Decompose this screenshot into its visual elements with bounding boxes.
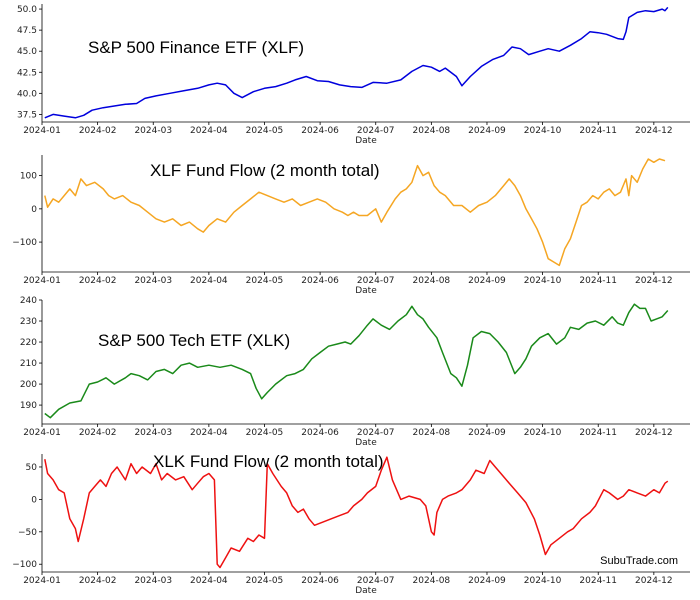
xlf-price-x-tick-label: 2024-07 xyxy=(357,126,395,136)
xlf-price-x-tick-label: 2024-12 xyxy=(635,126,673,136)
xlk-flow-x-tick-label: 2024-01 xyxy=(23,576,61,586)
xlf-flow-x-tick-label: 2024-11 xyxy=(579,276,617,286)
xlk-flow-x-tick-label: 2024-04 xyxy=(190,576,228,586)
xlf-flow-x-tick-label: 2024-01 xyxy=(23,276,61,286)
xlk-price-y-tick-label: 210 xyxy=(20,359,37,369)
xlf-price-x-tick-label: 2024-10 xyxy=(524,126,562,136)
xlk-price-x-tick-label: 2024-03 xyxy=(134,428,172,438)
xlk-flow-y-tick-label: −100 xyxy=(12,560,37,570)
xlk-price-x-tick-label: 2024-04 xyxy=(190,428,228,438)
xlk-flow-y-tick-label: −50 xyxy=(18,528,37,538)
xlk-price-y-tick-label: 220 xyxy=(20,338,37,348)
xlk-price-x-axis-label: Date xyxy=(355,438,377,448)
xlf-price-x-tick-label: 2024-06 xyxy=(301,126,339,136)
xlf-price-y-tick-label: 47.5 xyxy=(17,26,37,36)
xlf-price-y-tick-label: 50.0 xyxy=(17,5,37,15)
xlk-flow-x-tick-label: 2024-07 xyxy=(357,576,395,586)
xlk-price-x-tick-label: 2024-01 xyxy=(23,428,61,438)
xlk-flow-y-tick-label: 50 xyxy=(26,463,38,473)
xlf-price-x-tick-label: 2024-01 xyxy=(23,126,61,136)
xlf-flow-y-tick-label: 0 xyxy=(31,205,37,215)
xlf-price-series-line xyxy=(44,6,669,119)
xlf-flow-y-tick-label: 100 xyxy=(20,172,37,182)
xlk-flow-title: XLK Fund Flow (2 month total) xyxy=(153,452,384,471)
xlf-flow-x-tick-label: 2024-03 xyxy=(134,276,172,286)
xlk-price-title: S&P 500 Tech ETF (XLK) xyxy=(98,331,290,350)
xlk-price-x-tick-label: 2024-11 xyxy=(579,428,617,438)
xlk-flow-x-tick-label: 2024-08 xyxy=(413,576,451,586)
xlk-price-y-tick-label: 240 xyxy=(20,296,37,306)
xlk-price-y-tick-label: 230 xyxy=(20,317,37,327)
xlf-flow-x-tick-label: 2024-12 xyxy=(635,276,673,286)
xlf-price-y-tick-label: 37.5 xyxy=(17,110,37,120)
xlk-price-x-tick-label: 2024-02 xyxy=(79,428,117,438)
xlf-price-x-axis-label: Date xyxy=(355,136,377,146)
xlf-flow-title: XLF Fund Flow (2 month total) xyxy=(150,161,380,180)
xlk-price-x-tick-label: 2024-12 xyxy=(635,428,673,438)
xlf-price-x-tick-label: 2024-09 xyxy=(468,126,506,136)
xlk-price-x-tick-label: 2024-07 xyxy=(357,428,395,438)
xlf-price-x-tick-label: 2024-02 xyxy=(79,126,117,136)
xlf-price-y-tick-label: 45.0 xyxy=(17,47,37,57)
xlf-price-title: S&P 500 Finance ETF (XLF) xyxy=(88,38,304,57)
xlf-flow-x-tick-label: 2024-02 xyxy=(79,276,117,286)
xlf-price-x-tick-label: 2024-08 xyxy=(413,126,451,136)
xlf-price-x-tick-label: 2024-05 xyxy=(246,126,284,136)
xlf-price-x-tick-label: 2024-04 xyxy=(190,126,228,136)
xlk-flow-x-tick-label: 2024-06 xyxy=(301,576,339,586)
xlf-flow-x-tick-label: 2024-10 xyxy=(524,276,562,286)
xlf-flow-x-tick-label: 2024-09 xyxy=(468,276,506,286)
xlk-price-x-tick-label: 2024-10 xyxy=(524,428,562,438)
xlk-price-y-tick-label: 200 xyxy=(20,380,37,390)
xlk-price-x-tick-label: 2024-06 xyxy=(301,428,339,438)
xlf-price-y-tick-label: 40.0 xyxy=(17,89,37,99)
xlk-flow-x-tick-label: 2024-10 xyxy=(524,576,562,586)
xlf-price-y-tick-label: 42.5 xyxy=(17,68,37,78)
xlk-price-x-tick-label: 2024-08 xyxy=(413,428,451,438)
xlf-flow-x-axis-label: Date xyxy=(355,286,377,296)
watermark-text: SubuTrade.com xyxy=(600,555,678,567)
xlf-flow-x-tick-label: 2024-07 xyxy=(357,276,395,286)
xlk-flow-x-tick-label: 2024-11 xyxy=(579,576,617,586)
xlf-price-x-tick-label: 2024-03 xyxy=(134,126,172,136)
xlk-flow-x-tick-label: 2024-02 xyxy=(79,576,117,586)
xlk-price-x-tick-label: 2024-09 xyxy=(468,428,506,438)
xlk-price-x-tick-label: 2024-05 xyxy=(246,428,284,438)
xlf-flow-x-tick-label: 2024-04 xyxy=(190,276,228,286)
xlf-flow-x-tick-label: 2024-08 xyxy=(413,276,451,286)
xlk-flow-x-axis-label: Date xyxy=(355,586,377,596)
xlf-price-x-tick-label: 2024-11 xyxy=(579,126,617,136)
xlk-flow-y-tick-label: 0 xyxy=(31,495,37,505)
xlk-price-y-tick-label: 190 xyxy=(20,401,37,411)
xlk-flow-x-tick-label: 2024-03 xyxy=(134,576,172,586)
xlk-flow-x-tick-label: 2024-05 xyxy=(246,576,284,586)
xlf-flow-x-tick-label: 2024-06 xyxy=(301,276,339,286)
xlf-flow-y-tick-label: −100 xyxy=(12,238,37,248)
xlk-flow-series-line xyxy=(44,456,669,569)
xlk-flow-x-tick-label: 2024-09 xyxy=(468,576,506,586)
xlf-flow-series-line xyxy=(44,158,666,267)
xlf-flow-x-tick-label: 2024-05 xyxy=(246,276,284,286)
xlk-price-series-line xyxy=(44,303,669,419)
xlk-flow-x-tick-label: 2024-12 xyxy=(635,576,673,586)
